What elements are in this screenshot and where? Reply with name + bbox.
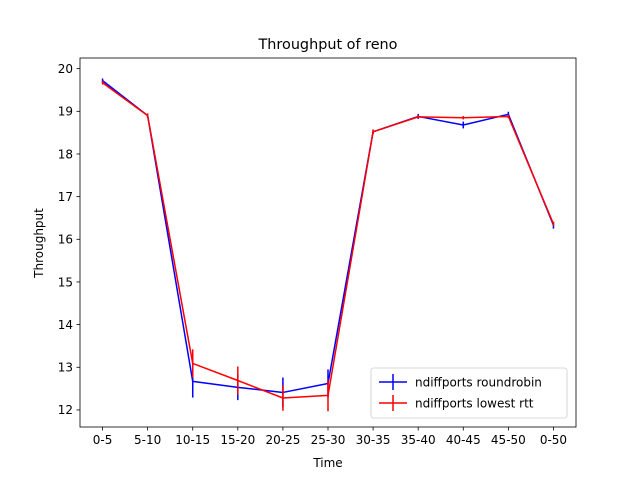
x-tick-label: 35-40 <box>401 433 436 447</box>
x-tick-label: 10-15 <box>175 433 210 447</box>
x-tick-label: 25-30 <box>311 433 346 447</box>
x-axis: 0-5 5-10 10-15 15-20 20-25 25-30 30-35 35-40 40-… <box>93 427 567 447</box>
x-tick-label: 30-35 <box>356 433 391 447</box>
x-tick-label: 0-5 <box>93 433 113 447</box>
x-tick-label: 0-50 <box>540 433 567 447</box>
legend: ndiffports roundrobin ndiffports lowest r… <box>370 367 568 419</box>
y-tick-label: 15 <box>58 275 73 289</box>
y-tick-label: 16 <box>58 233 73 247</box>
chart-title: Throughput of reno <box>258 37 398 53</box>
legend-box <box>370 367 568 419</box>
legend-label-1: ndiffports roundrobin <box>415 375 542 389</box>
x-axis-label: Time <box>312 456 342 470</box>
y-tick-label: 13 <box>58 361 73 375</box>
x-tick-label: 40-45 <box>446 433 481 447</box>
y-tick-label: 19 <box>58 105 73 119</box>
plot-area <box>79 57 577 428</box>
y-tick-label: 17 <box>58 190 73 204</box>
y-tick-label: 20 <box>58 62 73 76</box>
x-tick-label: 5-10 <box>134 433 161 447</box>
y-axis: 12 13 14 15 16 17 18 19 20 <box>58 62 80 417</box>
x-tick-label: 45-50 <box>491 433 526 447</box>
y-axis-label: Throughput <box>32 208 46 279</box>
y-tick-label: 14 <box>58 318 73 332</box>
y-tick-label: 18 <box>58 147 73 161</box>
y-tick-label: 12 <box>58 403 73 417</box>
x-tick-label: 15-20 <box>220 433 255 447</box>
x-tick-label: 20-25 <box>265 433 300 447</box>
legend-label-2: ndiffports lowest rtt <box>415 396 534 410</box>
